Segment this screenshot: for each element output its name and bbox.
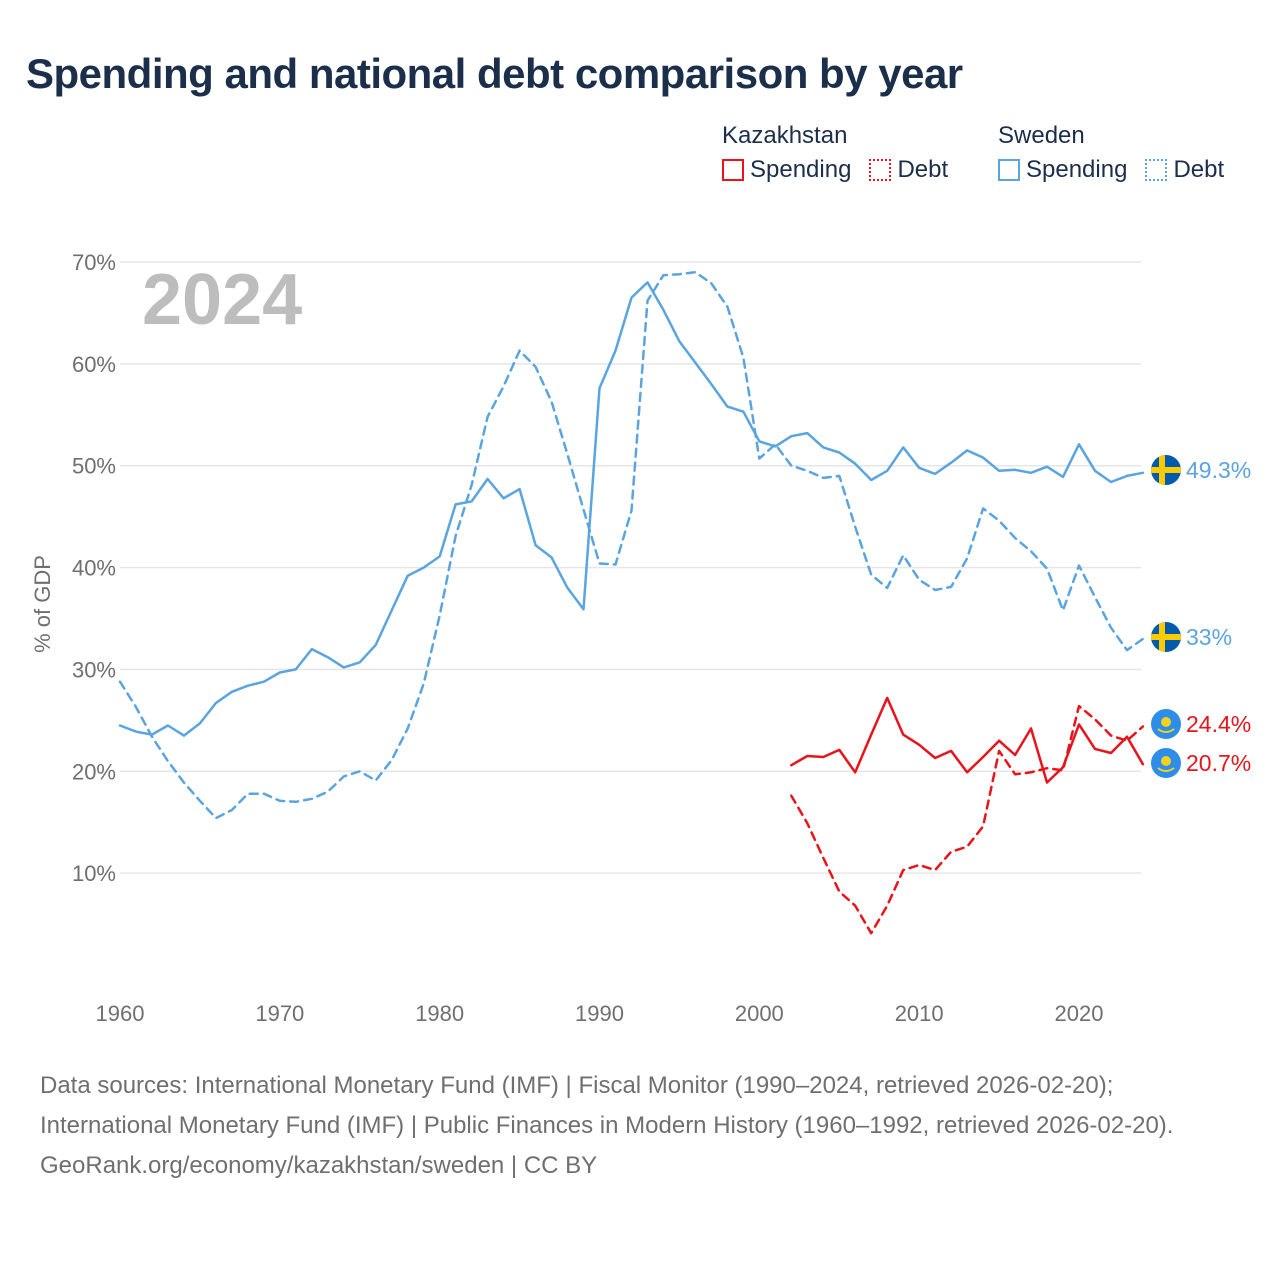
series-line-sweden-spending[interactable] bbox=[118, 281, 1145, 737]
series-line-sweden-debt[interactable] bbox=[118, 270, 1145, 820]
y-tick-label: 10% bbox=[72, 861, 116, 886]
y-tick-label: 20% bbox=[72, 759, 116, 784]
legend-swatch-solid bbox=[722, 159, 744, 181]
x-axis-ticks: 1960 1970 1980 1990 2000 2010 2020 bbox=[96, 1001, 1104, 1026]
legend-group-title: Kazakhstan bbox=[722, 122, 848, 149]
end-value-label: 20.7% bbox=[1186, 750, 1251, 776]
x-tick-label: 2010 bbox=[895, 1001, 944, 1026]
current-year-label: 2024 bbox=[142, 260, 302, 340]
line-chart: 2024 10%20%30%40%50%60%70% 1960 1970 1980 1… bbox=[30, 250, 1251, 1026]
legend-entry-label: Debt bbox=[897, 156, 949, 183]
y-tick-label: 50% bbox=[72, 454, 116, 479]
kazakhstan-flag-icon bbox=[1151, 748, 1181, 778]
x-tick-label: 2020 bbox=[1055, 1001, 1104, 1026]
series-line-kazakhstan-debt[interactable] bbox=[790, 704, 1145, 935]
legend-sweden: Sweden Spending Debt bbox=[998, 122, 1224, 184]
footer: Data sources: International Monetary Fun… bbox=[40, 1066, 1240, 1186]
end-value-label: 49.3% bbox=[1186, 457, 1251, 483]
legend-entry-kazakhstan-spending[interactable]: Spending bbox=[722, 156, 851, 184]
y-axis-label: % of GDP bbox=[30, 555, 55, 653]
x-tick-label: 1960 bbox=[96, 1001, 145, 1026]
x-tick-label: 2000 bbox=[735, 1001, 784, 1026]
legend-entry-label: Spending bbox=[750, 156, 852, 183]
y-axis-ticks: 10% 20% 30% 40% 50% 60% 70% bbox=[72, 250, 116, 886]
y-tick-label: 70% bbox=[72, 250, 116, 275]
data-sources-note: Data sources: International Monetary Fun… bbox=[40, 1072, 1174, 1139]
y-tick-label: 60% bbox=[72, 352, 116, 377]
x-tick-label: 1980 bbox=[415, 1001, 464, 1026]
legend-entry-label: Debt bbox=[1173, 156, 1225, 183]
sweden-flag-icon bbox=[1151, 455, 1181, 485]
y-tick-label: 40% bbox=[72, 556, 116, 581]
legend-entry-sweden-spending[interactable]: Spending bbox=[998, 156, 1127, 184]
grid-lines bbox=[120, 261, 1141, 874]
legend-entry-sweden-debt[interactable]: Debt bbox=[1145, 156, 1224, 184]
credit-link[interactable]: GeoRank.org/economy/kazakhstan/sweden | … bbox=[40, 1152, 598, 1179]
end-value-label: 33% bbox=[1186, 624, 1232, 650]
chart-title: Spending and national debt comparison by… bbox=[26, 50, 963, 97]
series-lines bbox=[118, 270, 1145, 935]
y-tick-label: 30% bbox=[72, 657, 116, 682]
legend-swatch-dotted bbox=[869, 159, 892, 181]
legend-entry-kazakhstan-debt[interactable]: Debt bbox=[869, 156, 948, 184]
legend-kazakhstan: Kazakhstan Spending Debt bbox=[722, 122, 948, 184]
legend-group-title: Sweden bbox=[998, 122, 1085, 149]
x-tick-label: 1990 bbox=[575, 1001, 624, 1026]
legend-swatch-dotted bbox=[1145, 159, 1168, 181]
kazakhstan-flag-icon bbox=[1151, 709, 1181, 739]
series-line-kazakhstan-spending[interactable] bbox=[790, 696, 1145, 784]
legend-swatch-solid bbox=[998, 159, 1020, 181]
end-value-label: 24.4% bbox=[1186, 711, 1251, 737]
sweden-flag-icon bbox=[1151, 622, 1181, 652]
x-tick-label: 1970 bbox=[255, 1001, 304, 1026]
end-markers: 49.3% 33% 20.7% 24.4% bbox=[1151, 455, 1251, 778]
legend-entry-label: Spending bbox=[1026, 156, 1128, 183]
